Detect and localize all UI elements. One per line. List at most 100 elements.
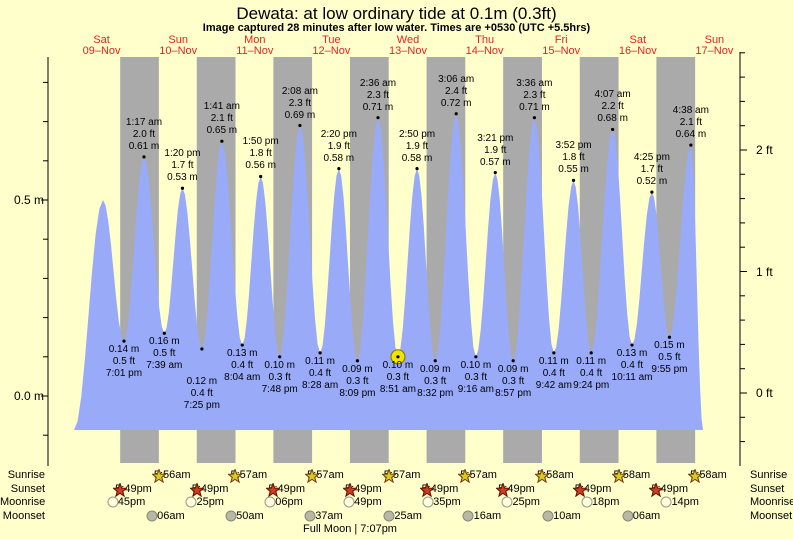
moonrise-time: 7:25pm [503,496,540,508]
high-tide-label: 3:36 am 2.3 ft 0.71 m [516,77,553,113]
high-tide-label: 2:36 am 2.3 ft 0.71 m [359,77,397,113]
moonrise-entry: 3:45pm [107,496,146,508]
moonrise-time: 4:25pm [187,496,224,508]
low-tide-label: 0.11 m 0.4 ft 9:42 am [535,355,572,391]
tide-event-dot [162,331,166,335]
astro-row-label-right: Moonset [750,510,793,522]
day-label: Sun 10–Nov [159,34,198,57]
tide-event-dot [337,167,341,171]
tide-event-dot [611,127,615,132]
sunset-time: 5:49pm [574,483,612,495]
day-label: Thu 14–Nov [465,34,504,57]
sunset-entry: 5:49pm [572,483,612,497]
sunset-entry: 5:49pm [266,483,306,497]
tide-event-dot [200,347,204,351]
low-tide-label: 0.14 m 0.5 ft 7:01 pm [105,344,143,380]
tide-event-dot [511,359,515,363]
low-tide-label: 0.10 m 0.3 ft 9:16 am [457,359,494,395]
tide-event-dot [474,355,478,359]
astro-row-label-left: Sunset [10,483,45,495]
sunset-entry: 5:49pm [649,483,689,497]
astro-row-label-right: Moonrise [750,496,793,508]
high-tide-label: 1:41 am 2.1 ft 0.65 m [203,101,240,137]
sunrise-time: 5:58am [690,469,727,481]
sunrise-time: 5:58am [613,469,651,481]
low-tide-label: 0.10 m 0.3 ft 8:51 am [379,359,417,395]
tide-event-dots [122,112,693,365]
astro-row-label-left: Sunrise [7,469,45,481]
left-axis-label: 0.0 m [13,389,44,403]
tide-event-dot [433,359,437,363]
sunset-entry: 5:49pm [189,483,229,497]
tide-event-dot [571,178,576,182]
sunset-time: 5:49pm [498,483,535,495]
moonrise-time: 5:49pm [344,496,382,508]
sunrise-entry: 5:57am [458,469,497,483]
tide-event-dot [220,139,224,143]
day-label: Sat 09–Nov [82,34,121,57]
sunset-time: 5:49pm [421,483,459,495]
tide-event-dot [376,116,380,120]
low-tide-label: 0.09 m 0.3 ft 8:57 pm [495,363,532,399]
tide-event-dot [180,186,185,190]
sunset-time: 5:49pm [115,483,152,495]
sunset-time: 5:49pm [268,483,306,495]
day-label: Sun 17–Nov [695,34,734,57]
moonset-time: 9:06am [623,510,661,522]
tide-event-dot [298,123,302,128]
sunset-time: 5:49pm [191,483,229,495]
sunrise-time: 5:57am [230,469,268,481]
tide-event-dot [650,190,654,194]
high-tide-label: 3:06 am 2.4 ft 0.72 m [438,73,475,109]
sunrise-time: 5:56am [153,469,191,481]
low-tide-label: 0.10 m 0.3 ft 7:48 pm [261,359,298,395]
day-label: Sat 16–Nov [618,34,657,57]
low-tide-label: 0.09 m 0.3 ft 8:32 pm [417,363,454,399]
moonset-time: 8:10am [543,510,581,522]
sunrise-time: 5:57am [460,469,497,481]
moonset-entry: 5:37am [304,510,343,522]
tide-event-dot [259,174,263,179]
tide-area [74,113,704,431]
left-axis-label: 0.5 m [13,193,44,207]
sunset-time: 5:49pm [651,483,689,495]
moonset-time: 4:50am [226,510,264,522]
moonset-entry: 4:50am [225,510,264,522]
sunset-time: 5:49pm [344,483,382,495]
sunset-entry: 5:49pm [342,483,382,497]
moonrise-time: 6:35pm [424,496,461,508]
moonset-entry: 7:16am [462,510,501,522]
high-tide-label: 2:20 pm 1.9 ft 0.58 m [320,128,357,164]
tide-event-dot [355,359,360,363]
sunset-entry: 5:49pm [496,483,535,497]
tide-event-dot [240,343,244,347]
sunrise-entry: 5:57am [305,469,344,483]
sunrise-entry: 5:56am [151,469,191,483]
moonrise-entry: 5:49pm [343,496,382,508]
tide-event-dot [589,351,593,355]
high-tide-label: 2:08 am 2.3 ft 0.69 m [281,85,318,121]
moonset-time: 7:16am [464,510,502,522]
right-axis-label: 2 ft [756,143,773,157]
tide-event-dot [493,170,497,175]
moonrise-entry: 4:25pm [185,496,224,508]
astro-row-label-left: Moonset [2,510,45,522]
moonrise-entry: 5:06pm [264,496,303,508]
tide-event-dot [142,155,146,159]
low-tide-label: 0.12 m 0.4 ft 7:25 pm [183,375,220,411]
day-label: Tue 12–Nov [312,34,351,57]
tide-event-dot [667,335,672,339]
low-tide-label: 0.11 m 0.4 ft 9:24 pm [573,355,610,391]
moonrise-entry: 6:35pm [422,496,461,508]
low-tide-label: 0.09 m 0.3 ft 8:09 pm [339,363,376,399]
moonrise-time: 3:45pm [108,496,146,508]
chart-subtitle: Image captured 28 minutes after low wate… [202,22,591,34]
moonset-time: 4:06am [147,510,185,522]
low-tide-label: 0.13 m 0.4 ft 8:04 am [224,348,261,384]
tide-event-dot [122,339,126,343]
astro-row-label-right: Sunrise [750,469,788,481]
tide-event-dot [454,112,458,116]
sunrise-entry: 5:58am [534,469,574,483]
